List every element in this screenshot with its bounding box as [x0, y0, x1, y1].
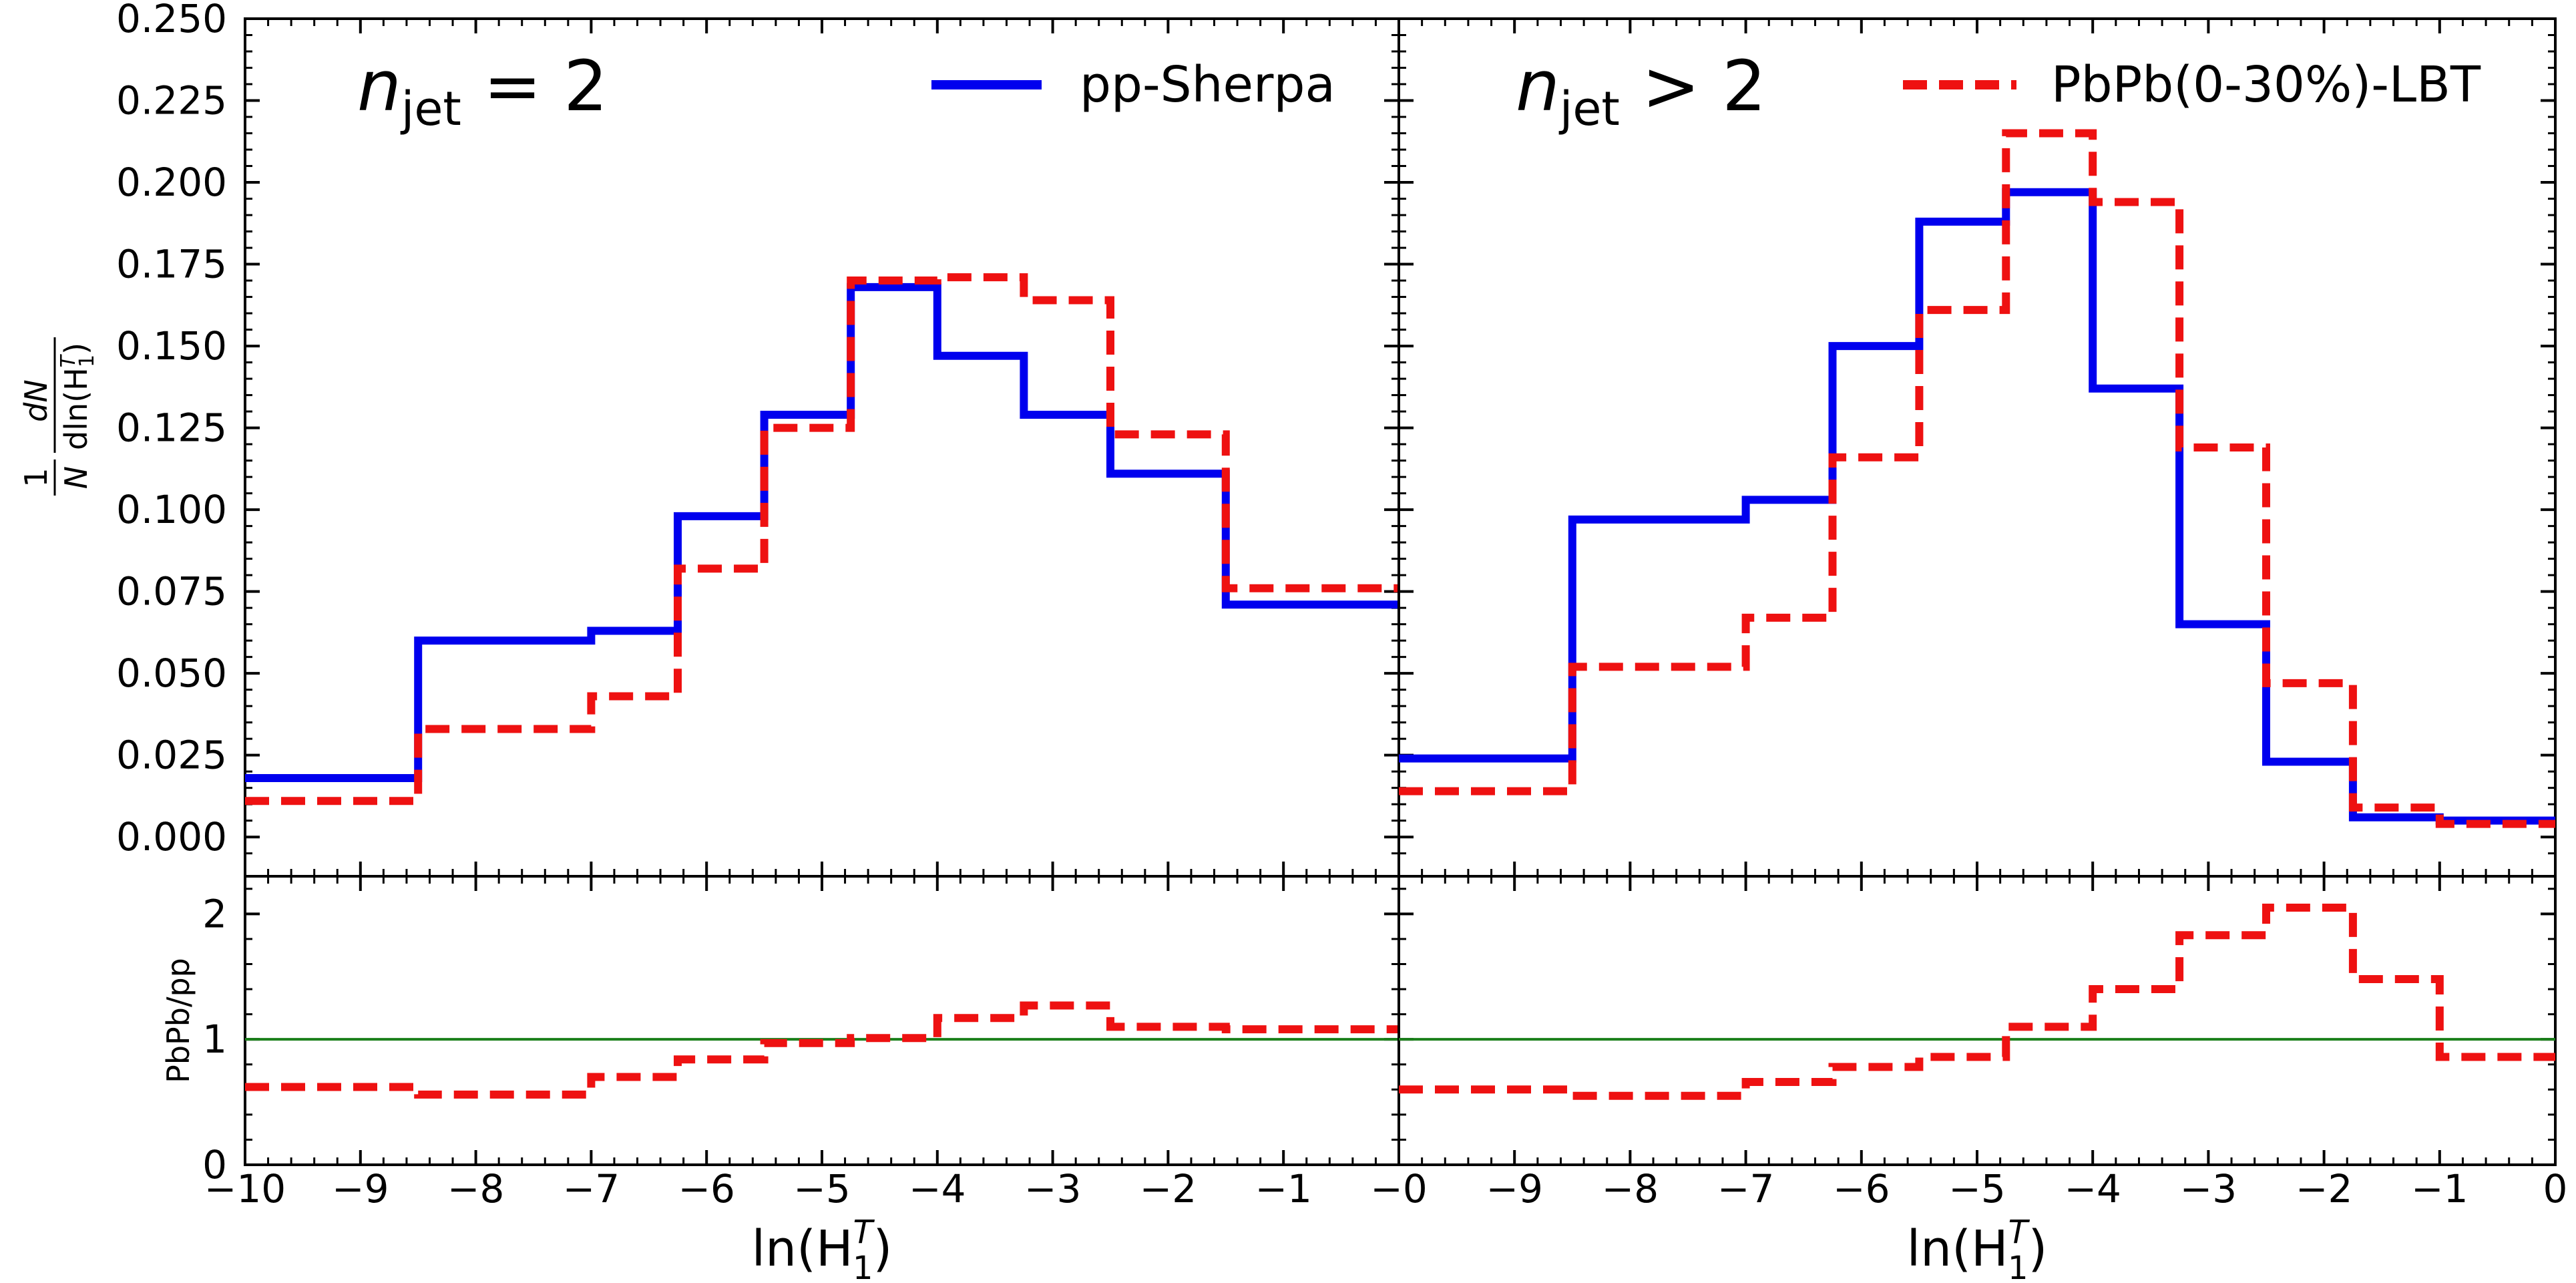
x-ticks — [244, 19, 1400, 1165]
panel-title-subscript: jet — [400, 81, 461, 136]
legend: pp-Sherpa PbPb(0-30%)-LBT — [931, 56, 2481, 114]
x-tick-label: −8 — [1602, 1166, 1659, 1212]
panel-title: njet = 2 — [357, 45, 608, 136]
x-axis-title-main: ln(H — [752, 1220, 853, 1278]
y-axis-title-frac2-den: dln(HT1) — [57, 343, 99, 450]
main-y-axis-title: 1 NdN dln(HT1) — [18, 337, 99, 496]
y-tick-label: 0.225 — [116, 78, 227, 124]
x-tick-label: −6 — [1833, 1166, 1890, 1212]
y-ticks-top — [245, 17, 1399, 855]
y-tick-label: 0.250 — [116, 0, 227, 41]
y-ticks-ratio — [1399, 888, 2555, 1166]
x-tick-label: −1 — [1255, 1166, 1312, 1212]
x-axis-title-main: ln(H — [1907, 1220, 2008, 1278]
y-tick-label: 0.025 — [116, 733, 227, 778]
x-tick-label: −4 — [909, 1166, 966, 1212]
series-pbpb-lbt — [245, 273, 1399, 805]
panel-title-relation: > 2 — [1620, 45, 1766, 127]
series-ratio-pbpb-pp — [245, 1001, 1399, 1099]
panels-layer: −10 −9 −8 −7 −6 −5 −4 −3 −2 −1 −00.0000.0250.0500.… — [116, 0, 2568, 1283]
panel-1: −10 −9 −8 −7 −6 −5 −4 −3 −2 −1 −0 0.000 0.025 0.050 0.… — [116, 0, 1428, 1283]
panel-title: njet > 2 — [1516, 45, 1766, 136]
panel-2: −9 −8 −7 −6 −5 −4 −3 −2 −1 0 njet > 2 ln(HT 1) — [1398, 17, 2568, 1283]
series-group — [245, 273, 1399, 1099]
x-axis-title-subscript: 1 — [853, 1250, 873, 1283]
panel-title-variable: n — [357, 45, 401, 127]
x-tick-label: −9 — [1486, 1166, 1543, 1212]
panel-title-variable: n — [1516, 45, 1560, 127]
y-tick-label: 0.150 — [116, 323, 227, 369]
y-ticks-top — [1399, 17, 2555, 855]
x-tick-label: −8 — [447, 1166, 505, 1212]
y-tick-label: 0.175 — [116, 242, 227, 287]
y-tick-label: 0.050 — [116, 651, 227, 696]
x-tick-label: −4 — [2064, 1166, 2121, 1212]
x-ticks — [1398, 19, 2557, 1165]
x-tick-label: −1 — [2411, 1166, 2468, 1212]
x-axis-title: ln(HT 1) — [1907, 1214, 2048, 1283]
ratio-plot-frame — [244, 875, 1400, 1166]
x-tick-label: −3 — [1024, 1166, 1082, 1212]
x-tick-label: −6 — [678, 1166, 735, 1212]
x-tick-label: −7 — [1717, 1166, 1775, 1212]
y-axis-title-frac2-den-close: ) — [58, 343, 94, 355]
panel-title-subscript: jet — [1558, 81, 1620, 136]
x-axis-title-close: ) — [873, 1220, 892, 1278]
y-tick-label: 0.000 — [116, 814, 227, 860]
x-axis-title-close: ) — [2028, 1220, 2047, 1278]
y-axis-title-frac2-den-sub: 1 — [75, 355, 99, 367]
series-ratio-pbpb-pp — [1399, 903, 2555, 1100]
x-axis-title-superscript: T — [2008, 1214, 2030, 1251]
x-axis-title-superscript: T — [853, 1214, 875, 1251]
series-group — [1399, 129, 2555, 1100]
series-pbpb-lbt — [1399, 129, 2555, 828]
y-axis-title-frac1-den: N — [58, 466, 94, 489]
x-tick-label: −5 — [1948, 1166, 2006, 1212]
y-tick-label: 0.125 — [116, 405, 227, 451]
ratio-y-axis-title: PbPb/pp — [160, 958, 196, 1083]
y-tick-label: 0.100 — [116, 487, 227, 532]
x-tick-label: −5 — [793, 1166, 851, 1212]
legend-label-pbpb-lbt: PbPb(0-30%)-LBT — [2051, 56, 2481, 114]
series-pp-sherpa — [1399, 188, 2555, 825]
x-tick-label: −3 — [2180, 1166, 2237, 1212]
x-tick-label: −7 — [563, 1166, 620, 1212]
y-axis-title-frac1-num: 1 — [18, 468, 54, 487]
legend-label-pp-sherpa: pp-Sherpa — [1080, 56, 1335, 114]
x-tick-label: −2 — [1140, 1166, 1197, 1212]
panel-title-relation: = 2 — [461, 45, 608, 127]
x-tick-label: −2 — [2296, 1166, 2353, 1212]
x-tick-label: −9 — [332, 1166, 389, 1212]
series-pp-sherpa — [245, 283, 1399, 782]
x-axis-title: ln(HT 1) — [752, 1214, 893, 1283]
y-tick-label: 0.075 — [116, 569, 227, 614]
y-axis-title-frac2-den-main: dln(H — [58, 367, 94, 450]
x-tick-label: −0 — [1370, 1166, 1428, 1212]
ratio-plot-frame — [1398, 875, 2557, 1166]
x-tick-label: 0 — [2543, 1166, 2568, 1212]
y-tick-label: 0.200 — [116, 160, 227, 205]
y-axis-title-frac2-num: dN — [18, 379, 54, 422]
x-axis-title-subscript: 1 — [2008, 1250, 2028, 1283]
ratio-y-tick-label: 0 — [202, 1142, 227, 1187]
y-axis-title-frac2-den-sup: T — [57, 353, 80, 367]
ratio-y-tick-label: 2 — [202, 891, 227, 936]
x-tick-label: −10 — [204, 1166, 286, 1212]
ratio-y-tick-label: 1 — [202, 1017, 227, 1062]
